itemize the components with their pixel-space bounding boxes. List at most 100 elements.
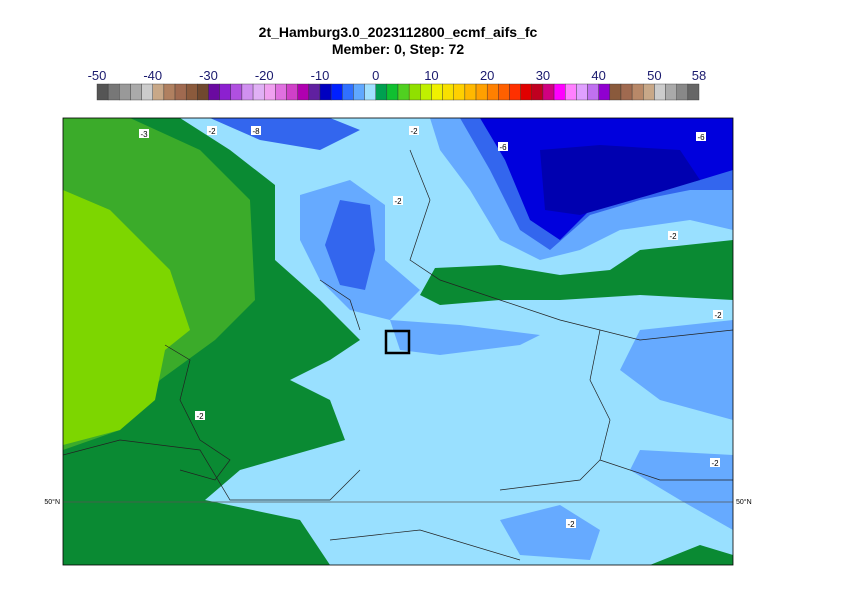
colorbar-swatch: [152, 83, 165, 101]
colorbar-swatch: [509, 83, 521, 101]
colorbar-label: 58: [692, 68, 706, 83]
contour-label: -8: [252, 127, 260, 136]
colorbar-swatch: [687, 83, 700, 101]
colorbar-swatch: [464, 83, 477, 101]
colorbar-swatch: [442, 83, 454, 101]
field-light-green: [63, 190, 190, 445]
colorbar-swatch: [620, 83, 633, 101]
colorbar-label: -10: [311, 68, 330, 83]
contour-label-bg: [195, 411, 205, 420]
contour-label-bg: [139, 129, 149, 138]
colorbar-swatch: [208, 83, 220, 101]
colorbar-swatch: [498, 83, 510, 101]
contour-label: -6: [499, 143, 507, 152]
contour-label-bg: [207, 126, 217, 135]
field-mid-blue-2: [390, 320, 540, 355]
field-blue-3: [210, 118, 360, 150]
colorbar: -50 -40 -30 -20 -10 0 10 20 30 40 50 58: [88, 68, 706, 101]
colorbar-swatch: [286, 83, 298, 101]
colorbar-swatch: [565, 83, 577, 101]
colorbar-swatch: [453, 83, 466, 101]
colorbar-swatch: [587, 83, 599, 101]
colorbar-label: 30: [536, 68, 550, 83]
colorbar-swatch: [308, 83, 321, 101]
colorbar-swatch: [107, 83, 120, 101]
colorbar-swatch: [330, 83, 343, 101]
colorbar-swatch: [297, 83, 310, 101]
colorbar-label: 40: [591, 68, 605, 83]
colorbar-swatch: [576, 83, 588, 101]
colorbar-swatch: [397, 83, 410, 101]
colorbar-swatch: [342, 83, 354, 101]
subtitle: Member: 0, Step: 72: [332, 41, 464, 57]
colorbar-swatch: [553, 83, 566, 101]
field-mid-blue-4: [620, 320, 733, 420]
contour-label-bg: [393, 196, 403, 205]
colorbar-swatch: [475, 83, 488, 101]
colorbar-swatch: [353, 83, 365, 101]
title: 2t_Hamburg3.0_2023112800_ecmf_aifs_fc: [259, 24, 538, 40]
colorbar-label: -20: [255, 68, 274, 83]
colorbar-swatch: [174, 83, 187, 101]
lat-label: 50°N: [736, 498, 752, 506]
contour-label-bg: [668, 231, 678, 240]
contour-label: -2: [711, 459, 719, 468]
colorbar-label: 20: [480, 68, 494, 83]
colorbar-swatch: [631, 83, 644, 101]
colorbar-swatch: [264, 83, 276, 101]
contour-label-bg: [710, 458, 720, 467]
colorbar-swatch: [163, 83, 176, 101]
colorbar-swatch: [676, 83, 689, 101]
colorbar-swatch: [241, 83, 254, 101]
colorbar-swatch: [643, 83, 655, 101]
field-blue: [325, 200, 375, 290]
colorbar-swatch: [431, 83, 443, 101]
colorbar-swatch: [520, 83, 532, 101]
lat-label: 50°N: [44, 498, 60, 506]
contour-label: -3: [140, 130, 148, 139]
colorbar-swatch: [275, 83, 287, 101]
contour-label: -6: [697, 133, 705, 142]
colorbar-swatch: [197, 83, 209, 101]
borders: [63, 149, 733, 561]
colorbar-swatch: [486, 83, 499, 101]
colorbar-swatch: [420, 83, 432, 101]
contour-label: -2: [394, 197, 402, 206]
colorbar-swatch: [542, 83, 555, 101]
map: -3 -2 -8 -2 -6 -6 -2 -2 -2 -2 -2 -2 50°N 50°N: [44, 117, 752, 566]
colorbar-swatch: [130, 83, 142, 101]
colorbar-swatch: [598, 83, 611, 101]
colorbar-swatch: [141, 83, 153, 101]
colorbar-label: -50: [88, 68, 107, 83]
colorbar-swatch: [531, 83, 544, 101]
contour-label: -2: [669, 232, 677, 241]
contour-label-bg: [498, 142, 508, 151]
field-mid-blue-5: [630, 450, 733, 530]
colorbar-swatch: [375, 83, 388, 101]
contour-label: -2: [714, 311, 722, 320]
contour-label-bg: [713, 310, 723, 319]
colorbar-swatch: [665, 83, 677, 101]
colorbar-label: 50: [647, 68, 661, 83]
colorbar-swatch: [219, 83, 231, 101]
colorbar-swatch: [96, 83, 109, 101]
colorbar-label: -30: [199, 68, 218, 83]
map-frame: [62, 117, 734, 566]
colorbar-swatch: [408, 83, 421, 101]
colorbar-swatch: [386, 83, 399, 101]
colorbar-swatch: [609, 83, 622, 101]
target-box: [384, 329, 411, 355]
colorbar-swatch: [319, 83, 332, 101]
contour-label-bg: [696, 132, 706, 141]
colorbar-label: 10: [424, 68, 438, 83]
contour-label-bg: [566, 519, 576, 528]
field-mid-blue-6: [500, 505, 600, 560]
contour-label-bg: [251, 126, 261, 135]
colorbar-swatch: [230, 83, 243, 101]
colorbar-label: 0: [372, 68, 379, 83]
colorbar-swatch: [364, 83, 376, 101]
field-green-band: [420, 240, 733, 305]
colorbar-swatch: [654, 83, 666, 101]
colorbar-label: -40: [143, 68, 162, 83]
